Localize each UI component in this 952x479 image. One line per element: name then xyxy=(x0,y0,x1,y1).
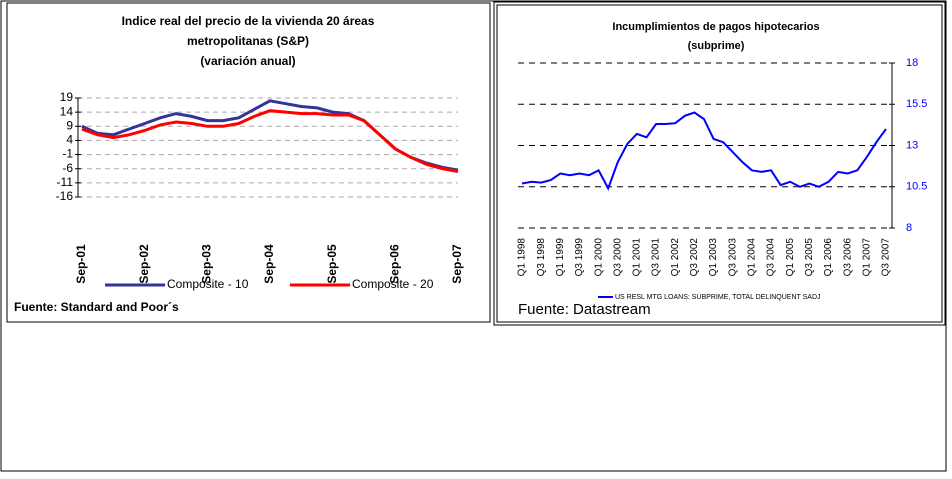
chart-title: (subprime) xyxy=(688,40,745,52)
x-tick-label: Sep-01 xyxy=(74,244,88,284)
y-tick-label: 13 xyxy=(906,139,918,151)
x-tick-label: Sep-05 xyxy=(325,244,339,284)
y-tick-label: 10.5 xyxy=(906,181,927,193)
chart-frame xyxy=(493,1,946,326)
chart-title: metropolitanas (S&P) xyxy=(187,34,309,48)
x-tick-label: Sep-04 xyxy=(262,244,276,284)
y-tick-label: 9 xyxy=(66,118,73,132)
chart-title: Incumplimientos de pagos hipotecarios xyxy=(612,21,819,33)
x-tick-label: Q1 2007 xyxy=(861,238,872,277)
x-tick-label: Sep-06 xyxy=(388,244,402,284)
chart-frame xyxy=(6,2,491,323)
x-tick-label: Q3 2005 xyxy=(804,238,815,277)
x-tick-label: Q3 2007 xyxy=(881,238,892,277)
x-tick-label: Q1 2000 xyxy=(593,238,604,277)
legend-label: US RESL MTG LOANS: SUBPRIME, TOTAL DELIN… xyxy=(615,294,821,301)
y-tick-label: 19 xyxy=(60,90,74,104)
x-tick-label: Q3 1999 xyxy=(574,238,585,277)
x-tick-label: Sep-07 xyxy=(450,244,464,284)
series-line xyxy=(81,109,459,173)
x-tick-label: Q3 2000 xyxy=(612,238,623,277)
x-tick-label: Q3 2004 xyxy=(766,238,777,277)
y-tick-label: 18 xyxy=(906,57,918,69)
x-tick-label: Q1 2006 xyxy=(823,238,834,277)
x-tick-label: Q1 1999 xyxy=(555,238,566,277)
legend-label: Composite - 10 xyxy=(167,277,249,291)
legend-label: Composite - 20 xyxy=(352,277,434,291)
x-tick-label: Q1 2002 xyxy=(670,238,681,277)
y-tick-label: -11 xyxy=(57,175,74,189)
x-tick-label: Q1 2005 xyxy=(785,238,796,277)
x-tick-label: Sep-03 xyxy=(200,244,214,284)
y-tick-label: 15.5 xyxy=(906,98,927,110)
x-tick-label: Q1 1998 xyxy=(517,238,528,277)
y-tick-label: 14 xyxy=(60,104,74,118)
x-tick-label: Q1 2001 xyxy=(632,238,643,277)
x-tick-label: Q1 2004 xyxy=(747,238,758,277)
chart-title: (variación anual) xyxy=(200,54,295,68)
chart-title: Indice real del precio de la vivienda 20… xyxy=(122,14,375,28)
series-line xyxy=(521,111,887,191)
chart-frame xyxy=(496,4,943,323)
x-tick-label: Q3 1998 xyxy=(536,238,547,277)
x-tick-label: Sep-02 xyxy=(137,244,151,284)
x-tick-label: Q3 2003 xyxy=(727,238,738,277)
x-tick-label: Q3 2001 xyxy=(651,238,662,277)
x-tick-label: Q3 2006 xyxy=(842,238,853,277)
source-note: Fuente: Standard and Poor´s xyxy=(14,300,179,314)
y-tick-label: -16 xyxy=(56,189,74,203)
y-tick-label: -1 xyxy=(62,147,73,161)
y-tick-label: -6 xyxy=(62,161,73,175)
x-tick-label: Q3 2002 xyxy=(689,238,700,277)
y-tick-label: 8 xyxy=(906,222,912,234)
y-tick-label: 4 xyxy=(66,133,73,147)
source-note: Fuente: Datastream xyxy=(518,301,651,318)
x-tick-label: Q1 2003 xyxy=(708,238,719,277)
